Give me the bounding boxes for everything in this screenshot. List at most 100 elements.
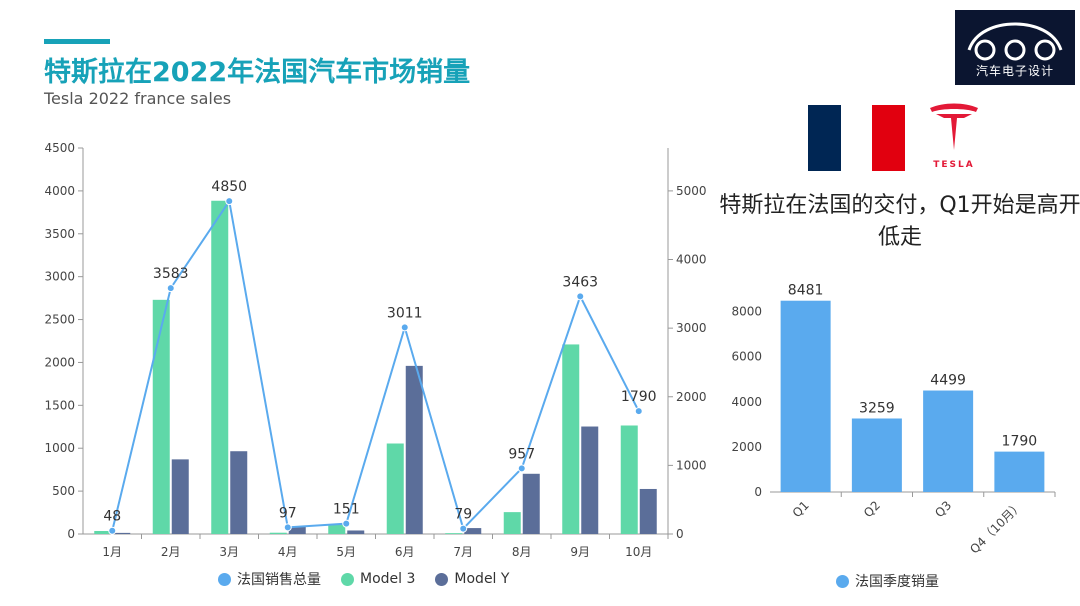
bar-model-3 — [562, 344, 580, 534]
legend-dot-total — [218, 572, 231, 586]
bar-model-y — [113, 532, 131, 534]
x-axis-tick-label: 8月 — [512, 545, 532, 559]
total-sales-point — [342, 519, 351, 528]
total-sales-point — [225, 197, 234, 206]
quarterly-bar — [851, 418, 902, 492]
title-accent-bar — [44, 39, 110, 44]
france-flag-red — [872, 105, 905, 171]
total-sales-data-label: 957 — [508, 446, 535, 462]
legend-label-total: 法国销售总量 — [237, 572, 321, 588]
right-axis-tick-label: 0 — [676, 527, 684, 541]
quarterly-bar — [780, 300, 831, 492]
left-axis-tick-label: 4000 — [44, 184, 75, 198]
right-axis-tick-label: 1000 — [676, 458, 707, 472]
total-sales-point — [108, 526, 117, 535]
quarterly-chart-legend: 法国季度销量 — [836, 571, 939, 591]
left-axis-tick-label: 1500 — [44, 398, 75, 412]
quarterly-data-label: 1790 — [1002, 434, 1038, 450]
bar-model-y — [171, 459, 189, 534]
bar-model-3 — [445, 533, 463, 534]
bar-model-3 — [269, 532, 287, 534]
quarterly-x-tick-label: Q2 — [861, 498, 883, 520]
bar-model-y — [464, 528, 482, 534]
quarterly-bar — [923, 390, 974, 492]
x-axis-tick-label: 1月 — [102, 545, 122, 559]
legend-label-modely: Model Y — [454, 571, 510, 587]
right-axis-tick-label: 5000 — [676, 184, 707, 198]
bar-model-3 — [211, 200, 229, 534]
total-sales-data-label: 4850 — [211, 179, 247, 195]
x-axis-tick-label: 10月 — [625, 545, 652, 559]
right-axis-tick-label: 3000 — [676, 321, 707, 335]
x-axis-tick-label: 7月 — [453, 545, 473, 559]
total-sales-data-label: 48 — [103, 509, 121, 525]
quarterly-y-tick-label: 0 — [754, 485, 762, 499]
logo-text: 汽车电子设计 — [975, 64, 1054, 78]
right-axis-tick-label: 2000 — [676, 390, 707, 404]
quarterly-x-tick-label: Q4（10月） — [967, 498, 1025, 556]
left-axis-tick-label: 4500 — [44, 141, 75, 155]
main-chart-legend: 法国销售总量 Model 3 Model Y — [218, 569, 509, 589]
quarterly-y-tick-label: 4000 — [731, 395, 762, 409]
brand-logo: 汽车电子设计 — [955, 10, 1075, 85]
france-flag-blue — [808, 105, 841, 171]
legend-label-model3: Model 3 — [360, 571, 416, 587]
tesla-wordmark: TESLA — [933, 160, 975, 170]
quarterly-data-label: 3259 — [859, 400, 895, 416]
left-axis-tick-label: 3500 — [44, 227, 75, 241]
bar-model-3 — [328, 524, 346, 534]
x-axis-tick-label: 6月 — [395, 545, 415, 559]
quarterly-y-tick-label: 6000 — [731, 350, 762, 364]
x-axis-tick-label: 9月 — [570, 545, 590, 559]
quarterly-x-tick-label: Q3 — [932, 498, 954, 520]
left-axis-tick-label: 1000 — [44, 441, 75, 455]
total-sales-data-label: 79 — [454, 507, 472, 523]
quarterly-data-label: 4499 — [930, 373, 966, 389]
bar-model-3 — [94, 530, 112, 534]
bar-model-3 — [152, 299, 170, 534]
total-sales-point — [400, 323, 409, 332]
left-axis-tick-label: 2000 — [44, 355, 75, 369]
total-sales-data-label: 3011 — [387, 305, 423, 321]
total-sales-line — [111, 198, 640, 531]
bar-model-3 — [620, 425, 638, 534]
x-axis-tick-label: 5月 — [336, 545, 356, 559]
total-sales-data-label: 3583 — [153, 266, 189, 282]
car-outline-icon — [967, 22, 1063, 61]
legend-dot-model3 — [341, 572, 354, 586]
page-subtitle: Tesla 2022 france sales — [44, 89, 232, 108]
quarterly-bar — [994, 451, 1045, 492]
total-sales-point — [634, 407, 643, 416]
quarterly-y-tick-label: 2000 — [731, 440, 762, 454]
x-axis-tick-label: 3月 — [219, 545, 239, 559]
tesla-logo: TESLA — [926, 102, 982, 174]
page-title: 特斯拉在2022年法国汽车市场销量 — [44, 57, 471, 88]
total-sales-point — [166, 284, 175, 293]
quarterly-y-tick-label: 8000 — [731, 305, 762, 319]
total-sales-data-label: 97 — [279, 505, 297, 521]
legend-dot-modely — [435, 572, 449, 586]
bar-model-y — [639, 488, 657, 534]
left-axis-tick-label: 3000 — [44, 270, 75, 284]
legend-label-quarterly: 法国季度销量 — [855, 574, 939, 590]
bar-model-y — [405, 365, 423, 534]
total-sales-point — [517, 464, 526, 473]
side-note: 特斯拉在法国的交付，Q1开始是高开低走 — [719, 193, 1080, 250]
bar-model-y — [288, 526, 306, 534]
bar-model-y — [522, 473, 540, 534]
total-sales-point — [576, 292, 585, 301]
left-axis-tick-label: 2500 — [44, 313, 75, 327]
x-axis-tick-label: 2月 — [161, 545, 181, 559]
bar-model-y — [230, 451, 248, 534]
total-sales-data-label: 1790 — [621, 389, 657, 405]
total-sales-point — [459, 524, 468, 533]
x-axis-tick-label: 4月 — [278, 545, 298, 559]
total-sales-data-label: 151 — [333, 502, 360, 518]
right-axis-tick-label: 4000 — [676, 253, 707, 267]
quarterly-data-label: 8481 — [788, 283, 824, 299]
left-axis-tick-label: 500 — [52, 484, 75, 498]
legend-dot-quarterly — [836, 574, 849, 588]
bar-model-y — [347, 530, 365, 534]
bar-model-y — [581, 426, 599, 534]
